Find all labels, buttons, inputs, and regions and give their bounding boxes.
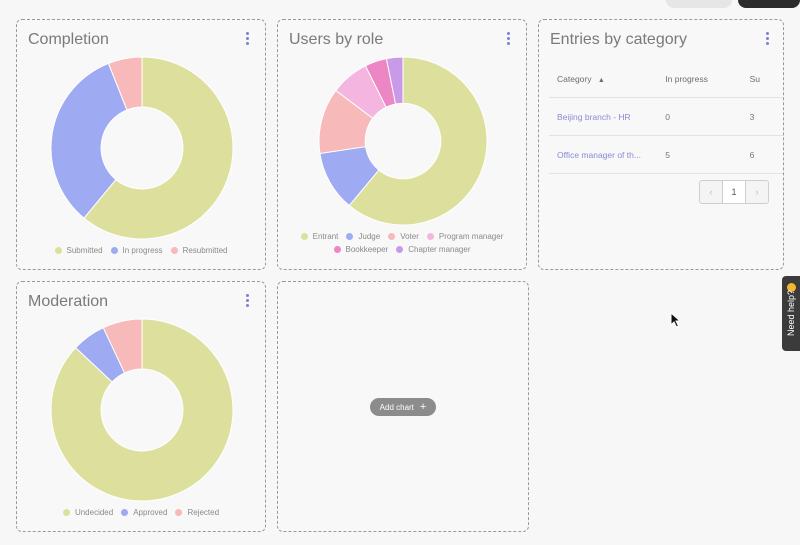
table-header-row: Category ▲ In progress Su: [549, 60, 783, 98]
column-header-category[interactable]: Category ▲: [549, 60, 658, 98]
legend-label: Undecided: [74, 508, 114, 517]
legend-item[interactable]: Chapter manager: [396, 243, 470, 256]
in-progress-value: 0: [657, 97, 742, 136]
plus-icon: +: [419, 401, 427, 413]
legend-label: Bookkeeper: [345, 245, 389, 254]
legend-label: Entrant: [312, 232, 339, 241]
add-chart-card: Add chart +: [277, 281, 529, 532]
users-by-role-legend: Entrant Judge Voter Program manager Bookkeep…: [278, 230, 526, 256]
legend-item[interactable]: Rejected: [175, 506, 219, 519]
legend-dot-icon: [388, 233, 396, 240]
completion-card: Completion Submitted In progress Resubmitt…: [16, 19, 266, 270]
top-primary-button[interactable]: [738, 0, 800, 8]
sort-up-icon[interactable]: ▲: [597, 76, 605, 84]
legend-label: Rejected: [187, 508, 220, 517]
column-header-submitted[interactable]: Su: [741, 60, 783, 98]
legend-dot-icon: [346, 233, 354, 240]
legend-label: Resubmitted: [182, 246, 228, 255]
kebab-menu-icon[interactable]: [765, 32, 771, 46]
legend-dot-icon: [54, 247, 62, 254]
table-row: Beijing branch - HR 0 3: [549, 97, 783, 136]
entries-table: Category ▲ In progress Su Beijing branch…: [549, 60, 783, 174]
legend-label: Program manager: [438, 232, 504, 241]
legend-dot-icon: [121, 509, 129, 516]
category-link[interactable]: Office manager of th...: [549, 135, 658, 174]
legend-item[interactable]: Program manager: [426, 230, 504, 243]
add-chart-label: Add chart: [379, 402, 414, 412]
legend-label: Submitted: [66, 246, 103, 255]
card-title: Completion: [28, 31, 109, 48]
legend-dot-icon: [426, 233, 434, 240]
donut-slice-entrant[interactable]: [348, 56, 488, 226]
need-help-label: Need help?: [786, 289, 796, 337]
legend-item[interactable]: Approved: [121, 506, 167, 519]
mouse-cursor-icon: [670, 312, 682, 328]
card-title: Users by role: [289, 31, 384, 48]
entries-by-category-card: Entries by category Category ▲ In progre…: [538, 19, 784, 270]
card-title: Moderation: [28, 293, 109, 310]
need-help-tab[interactable]: Need help?: [782, 276, 800, 351]
legend-dot-icon: [300, 233, 308, 240]
legend-item[interactable]: Entrant: [300, 230, 339, 243]
kebab-menu-icon[interactable]: [245, 32, 251, 46]
submitted-value: 6: [741, 135, 783, 174]
legend-label: Approved: [133, 508, 168, 517]
legend-item[interactable]: Resubmitted: [170, 244, 228, 257]
users-by-role-card: Users by role Entrant Judge Voter Program m…: [277, 19, 527, 270]
completion-legend: Submitted In progress Resubmitted: [17, 244, 265, 257]
legend-dot-icon: [333, 246, 341, 253]
legend-dot-icon: [396, 246, 404, 253]
legend-item[interactable]: Judge: [346, 230, 380, 243]
moderation-donut-chart: [50, 318, 234, 502]
legend-item[interactable]: Voter: [388, 230, 419, 243]
legend-dot-icon: [62, 509, 70, 516]
card-title: Entries by category: [550, 31, 687, 48]
next-page-button[interactable]: ›: [755, 187, 759, 197]
legend-item[interactable]: In progress: [110, 244, 163, 257]
table-row: Office manager of th... 5 6: [549, 135, 783, 174]
top-secondary-button[interactable]: [666, 0, 732, 8]
moderation-card: Moderation Undecided Approved Rejected: [16, 281, 266, 532]
pagination: ‹ 1 ›: [699, 180, 769, 204]
legend-dot-icon: [110, 247, 118, 254]
donut-slice-in-progress[interactable]: [50, 62, 128, 219]
legend-item[interactable]: Submitted: [54, 244, 103, 257]
legend-item[interactable]: Bookkeeper: [333, 243, 389, 256]
donut-slice-undecided[interactable]: [50, 318, 234, 502]
moderation-legend: Undecided Approved Rejected: [17, 506, 265, 519]
add-chart-button[interactable]: Add chart +: [370, 398, 436, 416]
legend-item[interactable]: Undecided: [62, 506, 114, 519]
donut-slice-resubmitted[interactable]: [107, 56, 143, 111]
kebab-menu-icon[interactable]: [506, 32, 512, 46]
kebab-menu-icon[interactable]: [245, 294, 251, 308]
submitted-value: 3: [741, 97, 783, 136]
hand-wave-icon: [787, 283, 796, 292]
donut-slice-chapter-manager[interactable]: [385, 56, 404, 105]
page-1-button[interactable]: 1: [722, 181, 746, 203]
users-by-role-donut-chart: [318, 56, 488, 226]
legend-dot-icon: [170, 247, 178, 254]
donut-slice-rejected[interactable]: [102, 318, 143, 374]
legend-label: Judge: [358, 232, 381, 241]
legend-label: Voter: [400, 232, 419, 241]
completion-donut-chart: [50, 56, 234, 240]
donut-slice-submitted[interactable]: [83, 56, 234, 240]
legend-label: In progress: [122, 246, 163, 255]
column-header-in-progress[interactable]: In progress: [657, 60, 742, 98]
in-progress-value: 5: [657, 135, 742, 174]
legend-label: Chapter manager: [408, 245, 471, 254]
prev-page-button[interactable]: ‹: [709, 187, 713, 197]
legend-dot-icon: [175, 509, 183, 516]
category-link[interactable]: Beijing branch - HR: [549, 97, 658, 136]
